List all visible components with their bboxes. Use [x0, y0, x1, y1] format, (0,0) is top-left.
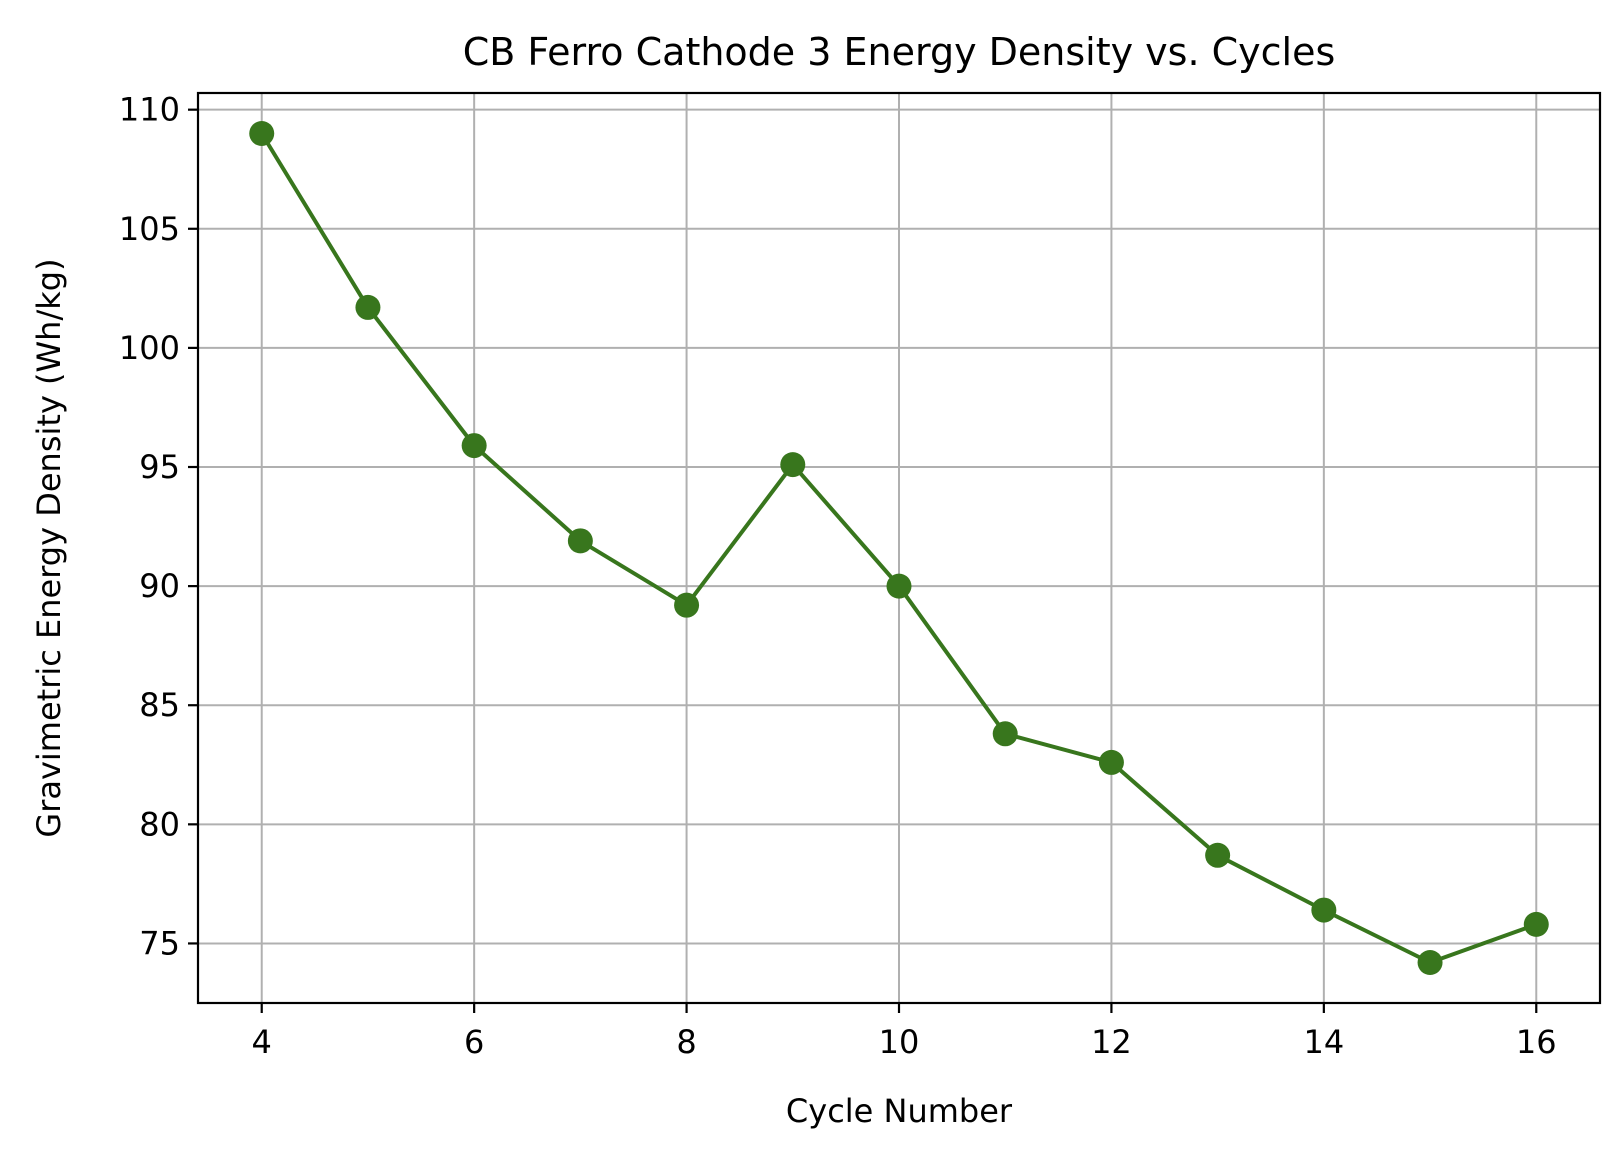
- data-point: [355, 294, 381, 320]
- series-layer: [249, 120, 1549, 976]
- data-point: [780, 452, 806, 478]
- grid: [198, 93, 1600, 1003]
- y-tick-label: 80: [139, 805, 180, 843]
- y-tick-label: 85: [139, 686, 180, 724]
- y-tick-label: 110: [119, 91, 180, 129]
- y-tick-label: 105: [119, 210, 180, 248]
- y-tick-label: 100: [119, 329, 180, 367]
- data-point: [1523, 911, 1549, 937]
- data-point: [249, 120, 275, 146]
- chart-title: CB Ferro Cathode 3 Energy Density vs. Cy…: [463, 30, 1336, 74]
- y-tick-label: 75: [139, 924, 180, 962]
- data-point: [1205, 842, 1231, 868]
- data-point: [567, 528, 593, 554]
- y-tick-label: 90: [139, 567, 180, 605]
- x-tick-label: 10: [879, 1023, 920, 1061]
- data-point: [1311, 897, 1337, 923]
- x-tick-label: 16: [1516, 1023, 1557, 1061]
- y-tick-label: 95: [139, 448, 180, 486]
- x-tick-label: 4: [252, 1023, 272, 1061]
- x-axis-label: Cycle Number: [786, 1092, 1013, 1130]
- x-tick-label: 6: [464, 1023, 484, 1061]
- data-point: [674, 592, 700, 618]
- data-point: [461, 433, 487, 459]
- y-axis-label: Gravimetric Energy Density (Wh/kg): [30, 258, 68, 837]
- data-point: [1417, 950, 1443, 976]
- data-point: [886, 573, 912, 599]
- x-tick-label: 8: [676, 1023, 696, 1061]
- x-tick-label: 12: [1091, 1023, 1132, 1061]
- data-point: [992, 721, 1018, 747]
- ticks: 4 6 8 10 12 14 16 75 80 85 90 95 100 105 110: [119, 91, 1557, 1061]
- data-point: [1098, 749, 1124, 775]
- x-tick-label: 14: [1303, 1023, 1344, 1061]
